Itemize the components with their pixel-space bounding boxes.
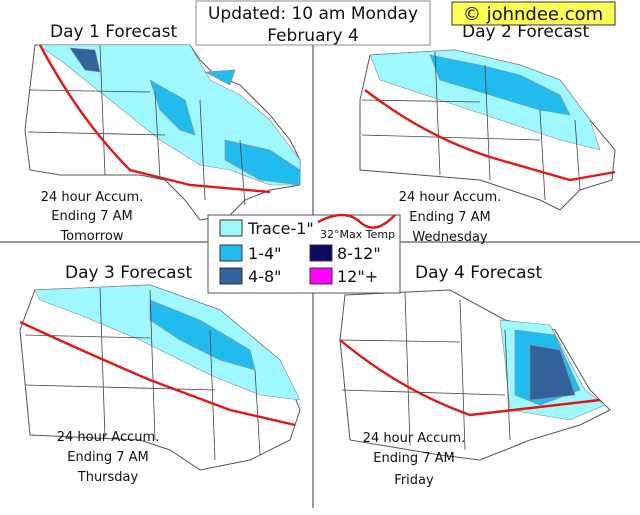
legend-label: 4-8": [248, 267, 282, 286]
map-panel: Day 4 Forecast 24 hour Accum. Ending 7 A…: [339, 263, 611, 488]
snow-area: [369, 49, 601, 151]
state-lines: [341, 291, 511, 451]
accum-label: 24 hour Accum.: [399, 190, 502, 205]
accum-label: 24 hour Accum.: [41, 190, 144, 205]
legend-label: 32°Max Temp: [320, 228, 395, 241]
snow-area: [69, 47, 101, 73]
accum-label: Ending 7 AM: [51, 209, 132, 224]
header-box: [195, 0, 431, 46]
date-text: February 4: [267, 26, 359, 46]
accum-label: Wednesday: [412, 230, 488, 245]
snow-area: [529, 344, 576, 401]
max-temp-line: [19, 320, 296, 427]
map-panel: Day 3 Forecast 24 hour Accum. Ending 7 A…: [19, 263, 301, 485]
accum-label: Ending 7 AM: [409, 210, 490, 225]
accum-label: Ending 7 AM: [373, 451, 454, 466]
accum-label: Ending 7 AM: [67, 450, 148, 465]
panel-title: Day 2 Forecast: [462, 22, 589, 42]
max-temp-line: [364, 89, 616, 182]
panel-title: Day 1 Forecast: [50, 22, 177, 42]
snow-area: [429, 54, 571, 116]
legend-temp-line: [317, 213, 396, 229]
panel-title: Day 3 Forecast: [65, 263, 192, 283]
accum-label: 24 hour Accum.: [57, 430, 160, 445]
state-lines: [24, 287, 261, 461]
panel-title: Day 4 Forecast: [415, 263, 542, 283]
legend-label: 1-4": [248, 244, 282, 263]
legend-label: 12"+: [337, 267, 378, 286]
legend-swatch: [309, 244, 333, 262]
legend-swatch: [219, 244, 243, 262]
legend-label: 8-12": [337, 244, 381, 263]
snow-area: [149, 299, 256, 371]
accum-label: 24 hour Accum.: [363, 431, 466, 446]
map-panel: Day 2 Forecast 24 hour Accum. Ending 7 A…: [359, 22, 616, 245]
legend-label: Trace-1": [247, 219, 314, 238]
credit-text: © johndee.com: [463, 4, 603, 25]
accum-label: Friday: [394, 473, 434, 488]
accum-label: Thursday: [77, 470, 139, 485]
credit-box: [451, 1, 616, 26]
snow-area: [149, 69, 301, 186]
max-temp-line: [38, 44, 271, 194]
legend-swatch: [219, 267, 243, 285]
map-panel: Day 1 Forecast 24 hour Accum. Ending 7 A…: [24, 22, 301, 244]
legend-swatch: [219, 219, 243, 237]
accum-label: Tomorrow: [59, 229, 123, 244]
updated-text: Updated: 10 am Monday: [208, 4, 418, 24]
max-temp-line: [339, 339, 601, 417]
state-lines: [361, 51, 581, 201]
legend-swatch: [309, 267, 333, 285]
